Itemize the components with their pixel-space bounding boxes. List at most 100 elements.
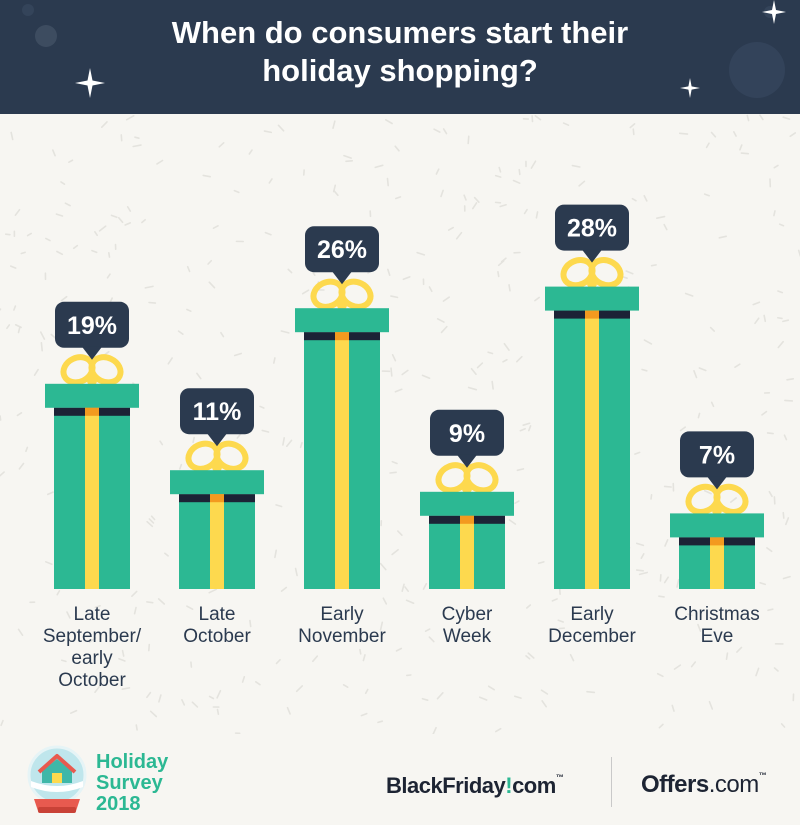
confetti-piece <box>68 159 74 164</box>
confetti-piece <box>287 268 293 274</box>
brand1-name: BlackFriday <box>386 773 506 798</box>
confetti-piece <box>784 517 790 526</box>
category-label-line: October <box>58 670 126 691</box>
confetti-piece <box>455 231 463 240</box>
confetti-piece <box>467 135 470 145</box>
confetti-piece <box>773 164 779 169</box>
confetti-piece <box>70 709 78 715</box>
confetti-piece <box>499 203 507 208</box>
confetti-piece <box>487 685 496 691</box>
confetti-piece <box>773 667 779 672</box>
confetti-piece <box>148 301 157 304</box>
gift-bow-knot <box>712 505 722 516</box>
confetti-piece <box>643 194 648 202</box>
confetti-piece <box>768 490 773 498</box>
confetti-piece <box>192 436 195 444</box>
confetti-piece <box>442 128 448 135</box>
confetti-piece <box>525 655 531 660</box>
confetti-piece <box>697 412 701 419</box>
confetti-piece <box>519 427 526 432</box>
confetti-piece <box>18 462 25 470</box>
confetti-piece <box>94 685 101 694</box>
confetti-piece <box>435 168 440 175</box>
confetti-piece <box>782 511 785 519</box>
category-label-line: Early <box>570 604 614 625</box>
confetti-piece <box>156 159 164 165</box>
confetti-piece <box>631 197 637 202</box>
confetti-piece <box>212 225 219 229</box>
confetti-piece <box>13 305 17 311</box>
confetti-piece <box>280 330 290 334</box>
confetti-piece <box>39 331 46 340</box>
confetti-piece <box>241 675 246 683</box>
confetti-piece <box>186 265 191 273</box>
confetti-piece <box>46 491 54 496</box>
confetti-piece <box>508 519 517 525</box>
confetti-piece <box>218 142 225 148</box>
confetti-piece <box>391 548 399 556</box>
confetti-piece <box>780 723 786 728</box>
confetti-piece <box>428 286 433 293</box>
confetti-piece <box>275 504 283 508</box>
confetti-piece <box>778 223 785 227</box>
gift-bar: 19% <box>45 301 139 589</box>
confetti-piece <box>394 196 402 200</box>
confetti-piece <box>275 658 281 665</box>
confetti-piece <box>703 193 711 197</box>
confetti-piece <box>118 657 126 662</box>
brand2-suffix: .com <box>708 771 760 798</box>
confetti-piece <box>202 174 211 178</box>
confetti-piece <box>404 586 410 593</box>
confetti-piece <box>640 553 645 560</box>
category-label-line: Late <box>198 604 236 625</box>
confetti-piece <box>440 325 448 334</box>
confetti-piece <box>782 575 791 580</box>
confetti-piece <box>17 628 24 637</box>
confetti-piece <box>55 213 64 217</box>
confetti-piece <box>416 251 426 256</box>
bokeh-circle <box>22 4 34 16</box>
confetti-piece <box>17 326 21 334</box>
confetti-piece <box>687 613 693 617</box>
confetti-piece <box>658 595 665 598</box>
confetti-piece <box>101 121 108 128</box>
confetti-piece <box>709 326 716 332</box>
confetti-piece <box>629 123 636 129</box>
bokeh-circle <box>35 25 57 47</box>
confetti-piece <box>10 131 14 141</box>
confetti-piece <box>578 180 586 187</box>
confetti-piece <box>421 697 429 702</box>
gift-ribbon <box>710 537 724 589</box>
confetti-piece <box>498 166 502 173</box>
blackfriday-logo: BlackFriday!com™ <box>386 773 564 799</box>
confetti-piece <box>632 128 635 136</box>
confetti-piece <box>512 179 521 184</box>
sparkle-icon <box>75 68 105 98</box>
gift-bow-knot <box>587 278 597 289</box>
survey-line-3: 2018 <box>96 793 141 815</box>
confetti-piece <box>766 547 773 553</box>
confetti-piece <box>379 621 384 631</box>
gift-bow-knot <box>337 300 347 311</box>
confetti-piece <box>94 604 101 609</box>
confetti-piece <box>56 250 64 256</box>
confetti-piece <box>98 225 107 232</box>
confetti-piece <box>690 661 697 668</box>
confetti-piece <box>364 688 369 695</box>
footer: Holiday Survey 2018 BlackFriday!com™ Off… <box>0 735 800 825</box>
gift-ribbon-knot <box>210 494 224 503</box>
confetti-piece <box>26 232 33 237</box>
confetti-piece <box>268 178 273 184</box>
confetti-piece <box>104 350 110 356</box>
confetti-piece <box>514 500 520 505</box>
survey-line-1: Holiday <box>96 751 169 773</box>
confetti-piece <box>233 189 240 194</box>
confetti-piece <box>767 608 774 612</box>
confetti-piece <box>471 202 478 210</box>
confetti-piece <box>146 601 154 604</box>
confetti-piece <box>45 237 51 242</box>
confetti-piece <box>181 699 186 706</box>
confetti-piece <box>766 432 774 435</box>
gift-ribbon <box>210 494 224 589</box>
gift-bow-loop <box>88 354 124 386</box>
